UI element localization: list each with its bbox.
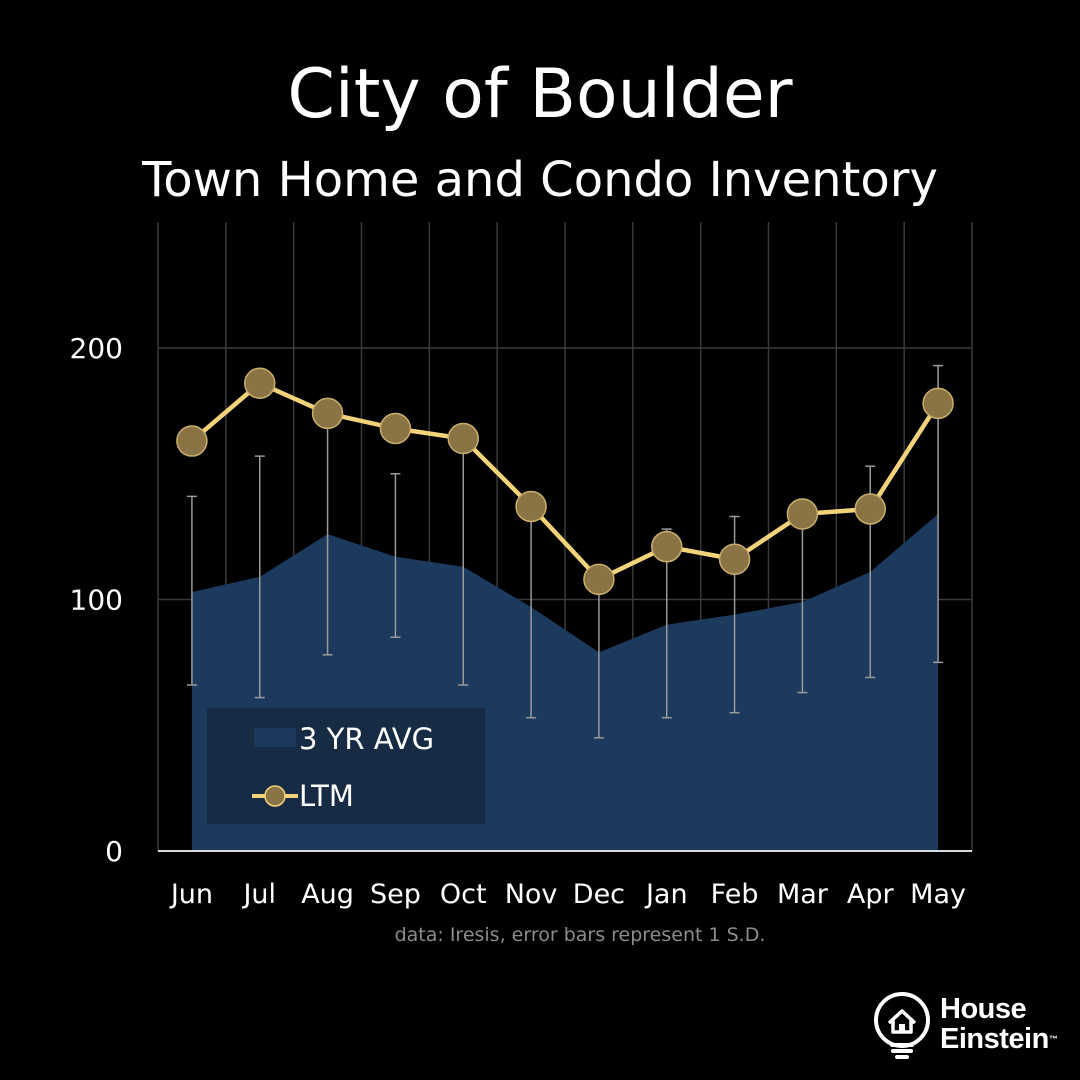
ltm-point [854, 493, 886, 525]
legend: 3 YR AVG LTM [207, 708, 485, 824]
x-tick-label: Feb [711, 879, 759, 910]
legend-box [207, 708, 485, 824]
error-bar [390, 473, 401, 638]
x-tick-label: Dec [573, 879, 625, 910]
x-tick-label: Mar [777, 879, 829, 910]
logo-line-1: House [940, 993, 1027, 1025]
ltm-point [718, 543, 751, 576]
logo-wordmark: House Einstein™ [940, 993, 1058, 1055]
ltm-point [447, 422, 479, 455]
ltm-point [515, 490, 547, 523]
x-tick-label: Jul [241, 879, 276, 910]
logo-trademark: ™ [1048, 1034, 1058, 1044]
x-tick-label: Apr [847, 879, 895, 910]
error-bar [186, 495, 197, 686]
chart-title: City of Boulder [287, 55, 793, 134]
legend-swatch-avg [254, 728, 296, 747]
legend-label-avg: 3 YR AVG [299, 722, 434, 756]
y-tick-label: 100 [70, 584, 123, 617]
legend-marker-ltm [264, 785, 286, 807]
ltm-point [379, 412, 412, 445]
ltm-point [244, 367, 276, 399]
error-bar [254, 455, 265, 699]
ltm-point [651, 530, 683, 563]
ltm-point [583, 563, 615, 596]
x-tick-label: Jun [169, 879, 213, 910]
y-tick-label: 0 [105, 835, 123, 868]
ltm-point [922, 387, 954, 420]
chart-subtitle: Town Home and Condo Inventory [142, 152, 938, 208]
axes: 0 100 200 Jun Jul Aug Sep Oct Nov Dec Jan Feb Mar Apr… [70, 332, 972, 910]
ltm-point [786, 498, 819, 530]
source-note: data: Iresis, error bars represent 1 S.D… [394, 924, 766, 946]
lightbulb-house-icon [874, 992, 930, 1059]
ltm-point [311, 397, 344, 430]
y-tick-label: 200 [70, 332, 123, 365]
x-tick-label: Aug [301, 879, 354, 910]
house-einstein-logo: House Einstein™ [870, 990, 1070, 1065]
ltm-point [176, 425, 208, 457]
x-tick-label: Oct [440, 879, 487, 910]
logo-line-2: Einstein [940, 1023, 1049, 1055]
x-tick-label: Jan [644, 879, 688, 910]
x-tick-label: May [910, 879, 966, 910]
x-tick-label: Nov [505, 879, 558, 910]
legend-label-ltm: LTM [299, 779, 354, 813]
x-tick-label: Sep [370, 879, 421, 910]
ltm-line-layer [176, 367, 954, 596]
